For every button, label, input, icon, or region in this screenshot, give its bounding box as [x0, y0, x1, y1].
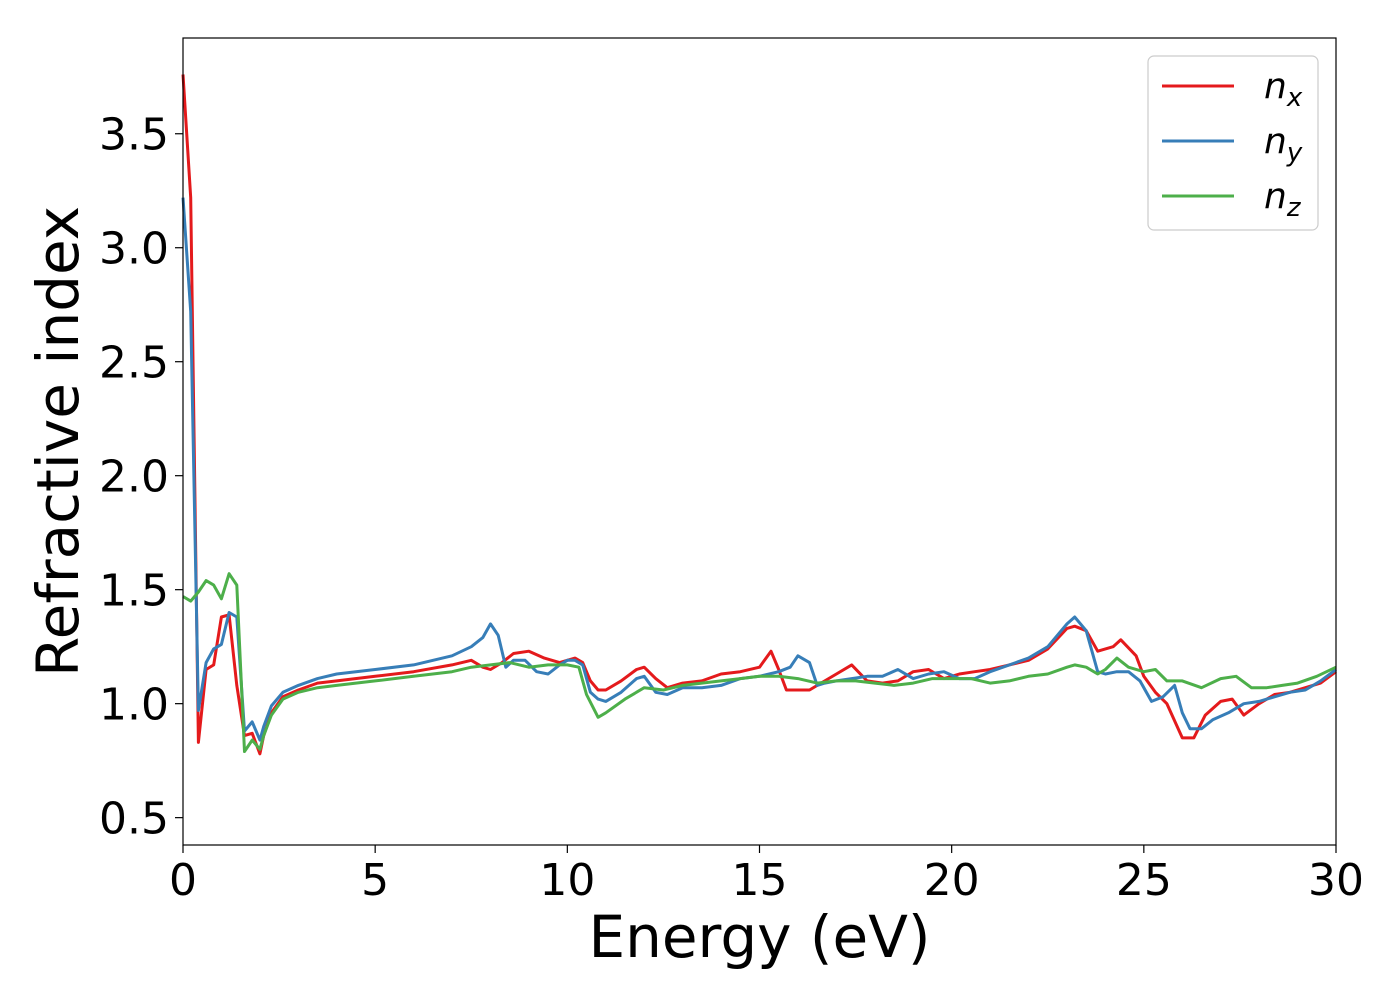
legend-subscript-z: z — [1286, 193, 1302, 223]
x-tick-label: 15 — [732, 855, 788, 906]
x-tick-label: 20 — [924, 855, 980, 906]
series-line-z — [182, 572, 1337, 753]
legend-box — [1147, 55, 1319, 231]
y-axis-ticks: 0.5 1.0 1.5 2.0 2.5 3.0 3.5 — [99, 110, 183, 845]
y-tick-label: 3.0 — [99, 224, 169, 275]
x-axis-label: Energy (eV) — [588, 903, 930, 971]
x-axis-ticks: 0 5 10 15 20 25 30 — [169, 845, 1364, 906]
x-tick-label: 25 — [1116, 855, 1172, 906]
legend-subscript-y: y — [1286, 138, 1303, 168]
y-tick-label: 1.0 — [99, 680, 169, 731]
x-tick-label: 0 — [169, 855, 197, 906]
plot-lines — [181, 74, 1337, 756]
y-tick-label: 3.5 — [99, 110, 169, 161]
y-axis-label: Refractive index — [24, 206, 92, 677]
x-tick-label: 5 — [361, 855, 389, 906]
x-tick-label: 30 — [1308, 855, 1364, 906]
y-tick-label: 2.0 — [99, 452, 169, 503]
x-tick-label: 10 — [539, 855, 595, 906]
y-tick-label: 1.5 — [99, 566, 169, 617]
y-tick-label: 0.5 — [99, 794, 169, 845]
y-tick-label: 2.5 — [99, 338, 169, 389]
legend-subscript-x: x — [1286, 83, 1303, 113]
